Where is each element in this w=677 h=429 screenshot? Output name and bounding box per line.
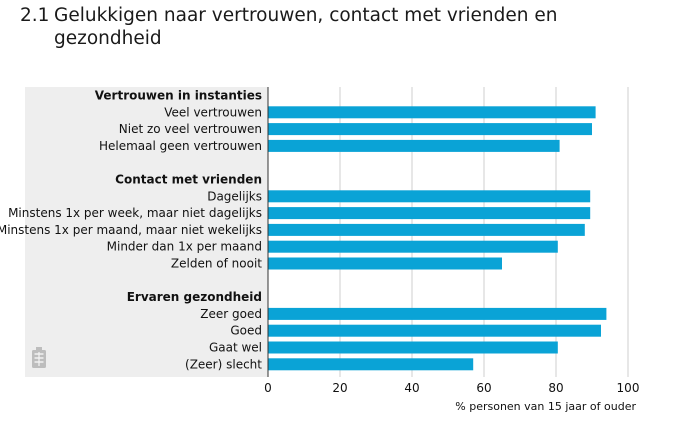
title-line-2: gezondheid — [54, 28, 162, 49]
x-tick-label: 40 — [404, 381, 419, 395]
bar — [268, 139, 560, 152]
bar — [268, 123, 592, 136]
category-label: Veel vertrouwen — [164, 105, 262, 119]
bar — [268, 106, 596, 119]
x-tick-label: 20 — [332, 381, 347, 395]
bar — [268, 358, 474, 371]
x-tick-label: 100 — [617, 381, 640, 395]
group-header: Ervaren gezondheid — [127, 290, 262, 304]
x-tick-label: 60 — [476, 381, 491, 395]
chart-title: 2.1 Gelukkigen naar vertrouwen, contact m… — [20, 4, 660, 50]
group-header: Vertrouwen in instanties — [95, 89, 262, 103]
category-label: Minder dan 1x per maand — [107, 240, 262, 254]
category-label: (Zeer) slecht — [185, 357, 262, 371]
category-label: Helemaal geen vertrouwen — [99, 139, 262, 153]
x-tick-label: 0 — [264, 381, 272, 395]
bar — [268, 207, 591, 220]
category-label: Zelden of nooit — [171, 257, 262, 271]
table-icon — [32, 347, 46, 368]
category-label: Goed — [230, 324, 262, 338]
bar — [268, 223, 585, 236]
category-label: Zeer goed — [200, 307, 262, 321]
group-header: Contact met vrienden — [115, 173, 262, 187]
title-line-1: Gelukkigen naar vertrouwen, contact met … — [54, 5, 558, 26]
bar — [268, 324, 601, 337]
category-label: Minstens 1x per maand, maar niet wekelij… — [0, 223, 262, 237]
bar — [268, 341, 558, 354]
bar — [268, 240, 558, 253]
category-label: Niet zo veel vertrouwen — [119, 122, 262, 136]
category-label: Minstens 1x per week, maar niet dagelijk… — [8, 206, 262, 220]
bar — [268, 257, 502, 270]
category-label: Gaat wel — [209, 341, 262, 355]
category-label: Dagelijks — [207, 189, 262, 203]
bar — [268, 307, 607, 320]
title-number: 2.1 — [20, 5, 50, 26]
x-axis-label: % personen van 15 jaar of ouder — [455, 400, 636, 413]
label-panel — [25, 87, 268, 377]
bar — [268, 190, 591, 203]
x-tick-label: 80 — [548, 381, 563, 395]
